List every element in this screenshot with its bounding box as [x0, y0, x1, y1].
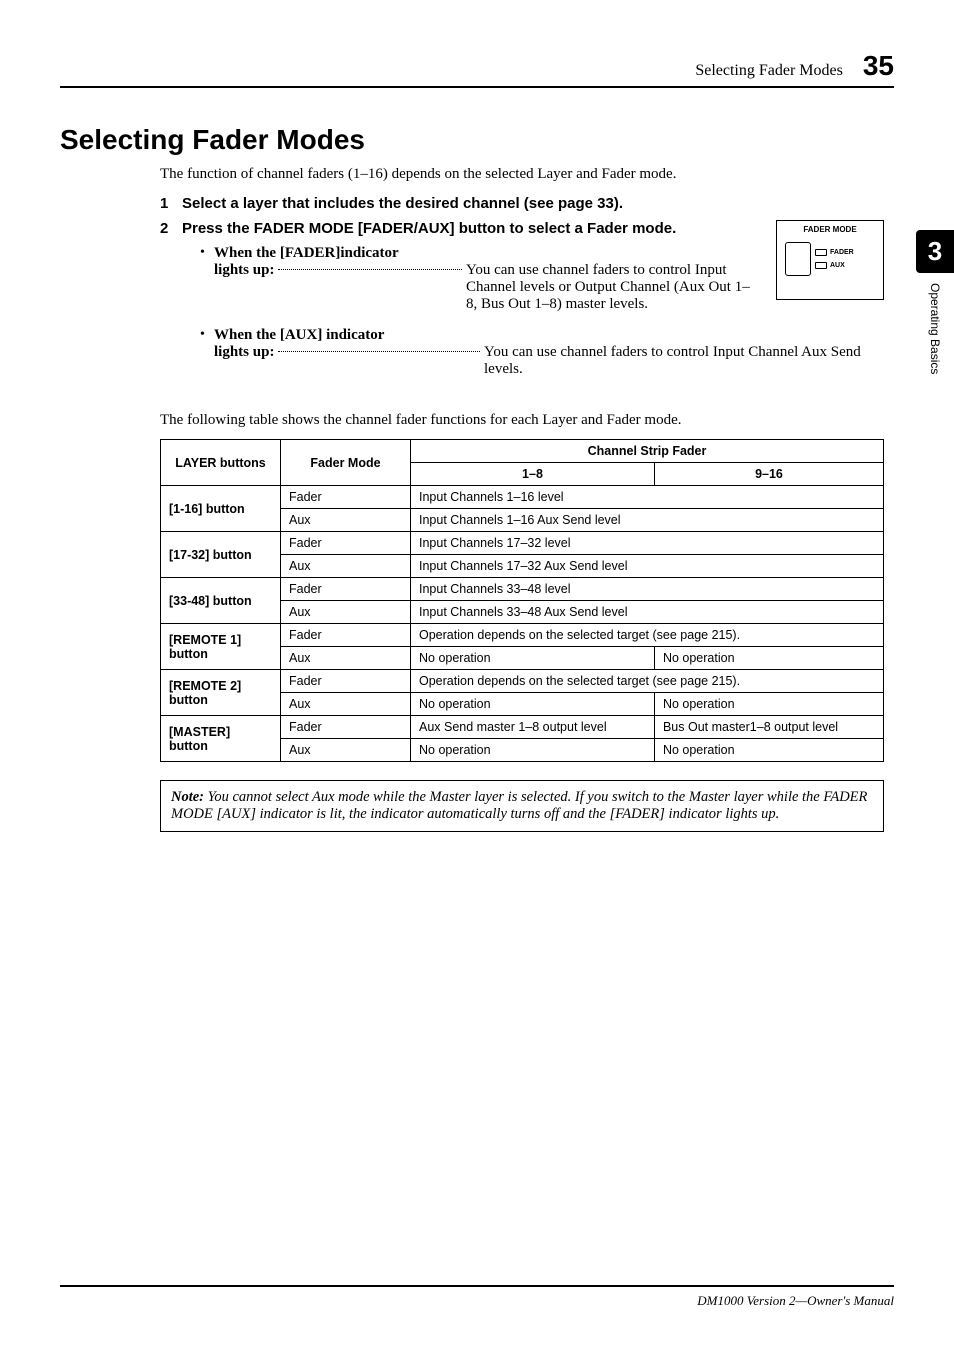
cell-mode: Aux: [281, 739, 411, 762]
table-row: [33-48] buttonFaderInput Channels 33–48 …: [161, 578, 884, 601]
th-1-8: 1–8: [411, 463, 655, 486]
page-header: Selecting Fader Modes 35: [60, 50, 894, 88]
cell-mode: Aux: [281, 647, 411, 670]
table-row: [REMOTE 1] buttonFaderOperation depends …: [161, 624, 884, 647]
cell-value: No operation: [411, 739, 655, 762]
dotted-leader: [278, 269, 462, 270]
step-number: 1: [160, 195, 182, 212]
cell-layer: [1-16] button: [161, 486, 281, 532]
cell-mode: Fader: [281, 716, 411, 739]
cell-value: Input Channels 17–32 Aux Send level: [411, 555, 884, 578]
cell-layer: [33-48] button: [161, 578, 281, 624]
step-heading: Select a layer that includes the desired…: [182, 195, 884, 212]
bullet-aux: • When the [AUX] indicator lights up: Yo…: [200, 327, 884, 378]
cell-mode: Fader: [281, 624, 411, 647]
cell-value: No operation: [654, 739, 883, 762]
footer: DM1000 Version 2—Owner's Manual: [60, 1285, 894, 1309]
page-number: 35: [863, 50, 894, 82]
led-icon: [815, 262, 827, 269]
bullet-fader: • When the [FADER]indicator lights up: Y…: [200, 245, 756, 313]
cell-value: Bus Out master1–8 output level: [654, 716, 883, 739]
chapter-tab: 3 Operating Basics: [916, 230, 954, 374]
cell-mode: Fader: [281, 486, 411, 509]
intro-text: The function of channel faders (1–16) de…: [160, 166, 884, 183]
dotted-leader: [278, 351, 480, 352]
led-label-fader: FADER: [830, 249, 854, 256]
note-label: Note:: [171, 789, 204, 805]
table-row: [MASTER] buttonFaderAux Send master 1–8 …: [161, 716, 884, 739]
cell-value: Input Channels 33–48 level: [411, 578, 884, 601]
cell-mode: Fader: [281, 532, 411, 555]
th-layer: LAYER buttons: [161, 440, 281, 486]
cell-value: No operation: [411, 693, 655, 716]
th-9-16: 9–16: [654, 463, 883, 486]
cell-mode: Aux: [281, 693, 411, 716]
step-number: 2: [160, 220, 182, 384]
cell-value: No operation: [654, 647, 883, 670]
step-2: 2 Press the FADER MODE [FADER/AUX] butto…: [160, 220, 884, 384]
cell-layer: [REMOTE 2] button: [161, 670, 281, 716]
cell-value: Input Channels 1–16 level: [411, 486, 884, 509]
cell-mode: Aux: [281, 509, 411, 532]
led-icon: [815, 249, 827, 256]
footer-text: DM1000 Version 2—Owner's Manual: [697, 1293, 894, 1308]
bullet-marker: •: [200, 245, 214, 261]
fader-button-icon: [785, 242, 811, 276]
cell-layer: [REMOTE 1] button: [161, 624, 281, 670]
fader-box-title: FADER MODE: [781, 225, 879, 234]
table-row: [REMOTE 2] buttonFaderOperation depends …: [161, 670, 884, 693]
cell-value: Input Channels 1–16 Aux Send level: [411, 509, 884, 532]
th-strip: Channel Strip Fader: [411, 440, 884, 463]
fader-mode-diagram: FADER MODE FADER AUX: [776, 220, 884, 300]
lights-label: lights up:: [214, 262, 274, 279]
bullet-label: When the [FADER]indicator: [214, 245, 756, 262]
lights-label: lights up:: [214, 344, 274, 361]
cell-value: No operation: [411, 647, 655, 670]
cell-layer: [17-32] button: [161, 532, 281, 578]
th-mode: Fader Mode: [281, 440, 411, 486]
bullet-value: You can use channel faders to control In…: [484, 344, 884, 378]
cell-mode: Fader: [281, 670, 411, 693]
fader-functions-table: LAYER buttons Fader Mode Channel Strip F…: [160, 439, 884, 762]
cell-value: Operation depends on the selected target…: [411, 670, 884, 693]
table-intro: The following table shows the channel fa…: [160, 412, 884, 429]
cell-value: No operation: [654, 693, 883, 716]
bullet-label: When the [AUX] indicator: [214, 327, 884, 344]
cell-value: Input Channels 17–32 level: [411, 532, 884, 555]
note-text: You cannot select Aux mode while the Mas…: [171, 789, 867, 822]
bullet-marker: •: [200, 327, 214, 343]
step-heading: Press the FADER MODE [FADER/AUX] button …: [182, 220, 756, 237]
table-row: [17-32] buttonFaderInput Channels 17–32 …: [161, 532, 884, 555]
cell-mode: Fader: [281, 578, 411, 601]
step-1: 1 Select a layer that includes the desir…: [160, 195, 884, 212]
header-section: Selecting Fader Modes: [695, 62, 843, 80]
note-box: Note: You cannot select Aux mode while t…: [160, 780, 884, 832]
chapter-label: Operating Basics: [928, 283, 942, 374]
cell-layer: [MASTER] button: [161, 716, 281, 762]
cell-value: Aux Send master 1–8 output level: [411, 716, 655, 739]
led-label-aux: AUX: [830, 262, 845, 269]
page-title: Selecting Fader Modes: [60, 124, 894, 156]
cell-mode: Aux: [281, 555, 411, 578]
cell-value: Operation depends on the selected target…: [411, 624, 884, 647]
chapter-number: 3: [916, 230, 954, 273]
table-row: [1-16] buttonFaderInput Channels 1–16 le…: [161, 486, 884, 509]
bullet-value: You can use channel faders to control In…: [466, 262, 756, 313]
cell-mode: Aux: [281, 601, 411, 624]
cell-value: Input Channels 33–48 Aux Send level: [411, 601, 884, 624]
